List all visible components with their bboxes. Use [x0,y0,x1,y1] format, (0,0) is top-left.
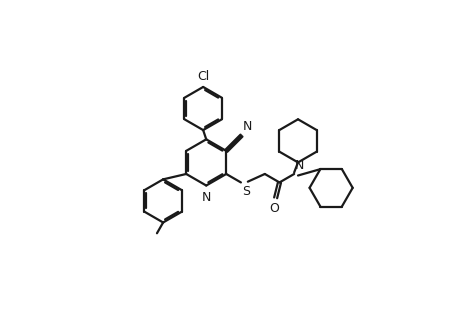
Text: N: N [243,120,252,133]
Text: N: N [202,191,211,204]
Text: Cl: Cl [197,70,209,83]
Text: S: S [242,185,250,198]
Text: N: N [295,160,304,172]
Text: O: O [269,202,279,215]
